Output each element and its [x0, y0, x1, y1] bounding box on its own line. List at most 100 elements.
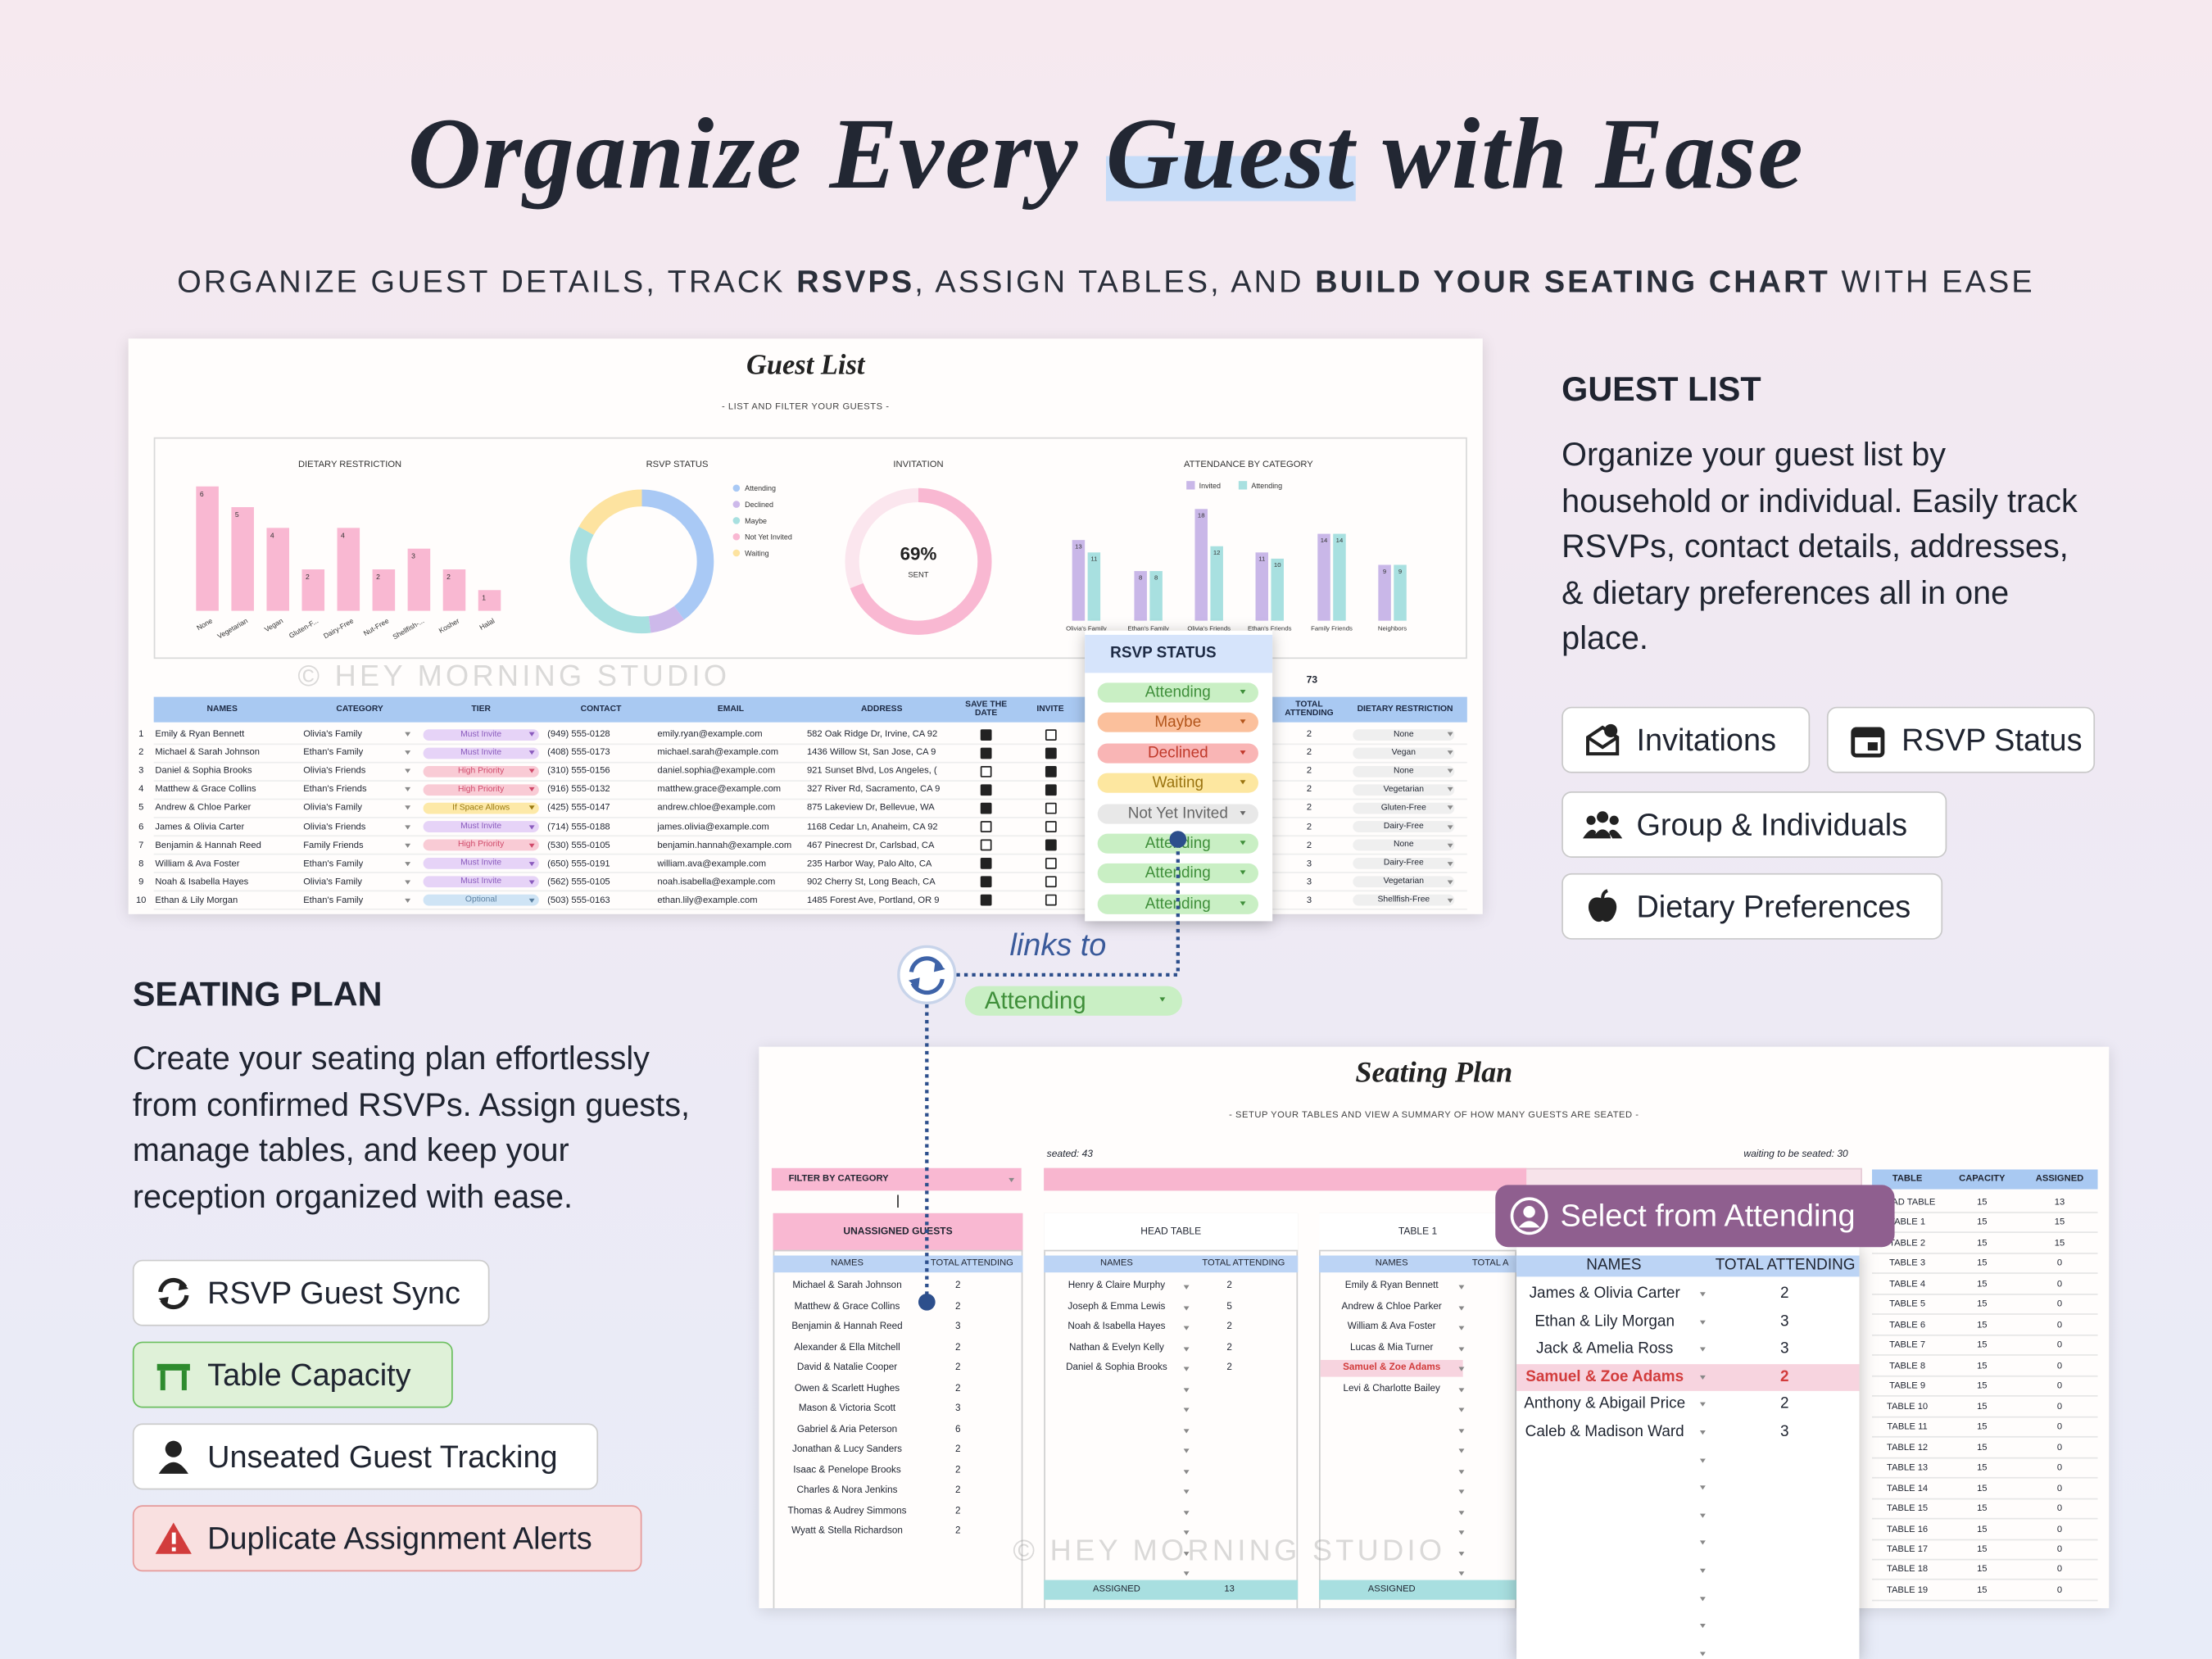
cell: Andrew & Chloe Parker	[155, 803, 252, 814]
guest-total: 3	[954, 1403, 961, 1414]
seated-text: seated:	[1046, 1149, 1080, 1160]
dropdown-arrow	[1183, 1367, 1190, 1371]
cell: Ethan & Lily Morgan	[155, 895, 238, 906]
bar-label: 5	[235, 510, 239, 519]
column-header: TOTAL ATTENDING	[1202, 1258, 1285, 1269]
checkbox	[980, 858, 992, 870]
checkbox	[980, 802, 992, 814]
capacity-cell: TABLE 3	[1889, 1258, 1926, 1269]
dropdown-arrow	[1183, 1387, 1190, 1392]
dropdown-arrow	[1458, 1285, 1465, 1290]
column-header: NAMES	[1586, 1257, 1642, 1274]
cell: (714) 555-0188	[547, 822, 610, 832]
row-line	[1872, 1375, 2098, 1377]
icon	[1589, 888, 1617, 922]
capacity-cell: 15	[1977, 1442, 1988, 1453]
bar-label: 9	[1398, 568, 1402, 575]
dropdown-arrow	[405, 805, 411, 811]
alert-row	[1320, 1359, 1463, 1377]
dropdown-arrow	[405, 861, 411, 866]
capacity-cell: 15	[1977, 1279, 1988, 1290]
dropdown-arrow	[1240, 841, 1246, 845]
chart-frame	[153, 437, 1467, 660]
dropdown-arrow	[1240, 719, 1246, 725]
bar	[1087, 552, 1101, 621]
title-text: Organize Every	[407, 97, 1106, 211]
capacity-cell: TABLE 4	[1889, 1279, 1926, 1290]
total-attending: 2	[1306, 822, 1312, 832]
seating-plan-panel: Seating Plan - SETUP YOUR TABLES AND VIEW…	[759, 1046, 2110, 1609]
capacity-cell: 0	[2056, 1503, 2063, 1514]
row-line	[1872, 1252, 2098, 1254]
feature-label: Unseated Guest Tracking	[207, 1438, 558, 1474]
cell: (916) 555-0132	[547, 784, 610, 795]
footer-value: 13	[1224, 1584, 1235, 1594]
legend-label: Invited	[1199, 482, 1221, 490]
guest-name: Nathan & Evelyn Kelly	[1069, 1342, 1164, 1353]
bar	[407, 548, 431, 611]
tier-chip: Must Invite	[423, 746, 539, 759]
panel-title: Guest List	[746, 350, 865, 381]
capacity-cell: 15	[1977, 1320, 1988, 1330]
column-header: TIER	[471, 705, 491, 714]
section-paragraph: Organize your guest list by household or…	[1562, 436, 2078, 656]
dropdown-arrow	[1447, 750, 1453, 755]
capacity-cell: 15	[1977, 1524, 1988, 1534]
dropdown-arrow	[1183, 1489, 1190, 1494]
bar	[1333, 533, 1346, 621]
column-header: EMAIL	[717, 705, 745, 714]
checkbox	[1045, 765, 1056, 777]
seated-value: 43	[1081, 1149, 1094, 1160]
capacity-cell: 13	[2054, 1197, 2065, 1208]
capacity-cell: 15	[2054, 1238, 2065, 1249]
link-dot	[1169, 831, 1187, 848]
dropdown-arrow	[1447, 861, 1453, 866]
dropdown-arrow	[405, 824, 411, 829]
guest-name: Jonathan & Lucy Sanders	[792, 1444, 903, 1455]
row-line	[1872, 1436, 2098, 1438]
capacity-header	[1872, 1169, 2098, 1190]
checkbox	[980, 784, 992, 796]
dropdown-arrow	[1458, 1407, 1465, 1412]
bar	[1394, 564, 1407, 621]
guest-total: 2	[1226, 1342, 1232, 1353]
icon	[158, 1439, 188, 1473]
bar-label: 4	[341, 531, 345, 539]
rsvp-dropdown: RSVP STATUS Attending Maybe Declined Waiting…	[1085, 630, 1273, 922]
capacity-cell: 0	[2056, 1544, 2063, 1555]
dropdown-arrow	[528, 805, 535, 811]
dropdown-arrow	[405, 768, 411, 773]
cell: andrew.chloe@example.com	[657, 803, 776, 814]
row-line	[1872, 1558, 2098, 1561]
link-icon-heads	[908, 960, 945, 990]
checkbox	[980, 876, 992, 888]
checkbox	[1045, 784, 1056, 796]
row-line	[1872, 1212, 2098, 1213]
capacity-cell: TABLE 14	[1886, 1483, 1929, 1494]
cell: Olivia's Family	[303, 877, 363, 887]
guest-name: Levi & Charlotte Bailey	[1343, 1383, 1440, 1394]
row-line	[153, 853, 1467, 855]
dropdown-arrow	[1699, 1568, 1706, 1573]
dropdown-arrow	[1699, 1652, 1706, 1657]
cell: noah.isabella@example.com	[657, 877, 776, 887]
dropdown-arrow	[1183, 1428, 1190, 1433]
guest-total: 2	[954, 1301, 961, 1312]
dropdown-arrow	[1183, 1551, 1190, 1556]
cell: William & Ava Foster	[155, 859, 240, 869]
subtitle-part: BUILD YOUR SEATING CHART	[1315, 264, 1830, 300]
cell: Daniel & Sophia Brooks	[155, 766, 252, 777]
guest-name: Benjamin & Hannah Reed	[791, 1321, 903, 1332]
popup-header-row	[1516, 1255, 1860, 1277]
dietary-chip: Vegan	[1353, 746, 1455, 759]
dropdown-arrow	[1240, 871, 1246, 876]
row-number: 4	[138, 784, 144, 795]
checkbox	[980, 746, 992, 759]
cell: 1436 Willow St, San Jose, CA 9	[806, 747, 936, 758]
dropdown-arrow	[528, 898, 535, 903]
dietary-chip: Gluten-Free	[1353, 802, 1455, 814]
column-header: ADDRESS	[860, 705, 903, 714]
checkbox	[980, 821, 992, 832]
chart-title: INVITATION	[893, 460, 943, 469]
dropdown-arrow	[1447, 805, 1453, 811]
